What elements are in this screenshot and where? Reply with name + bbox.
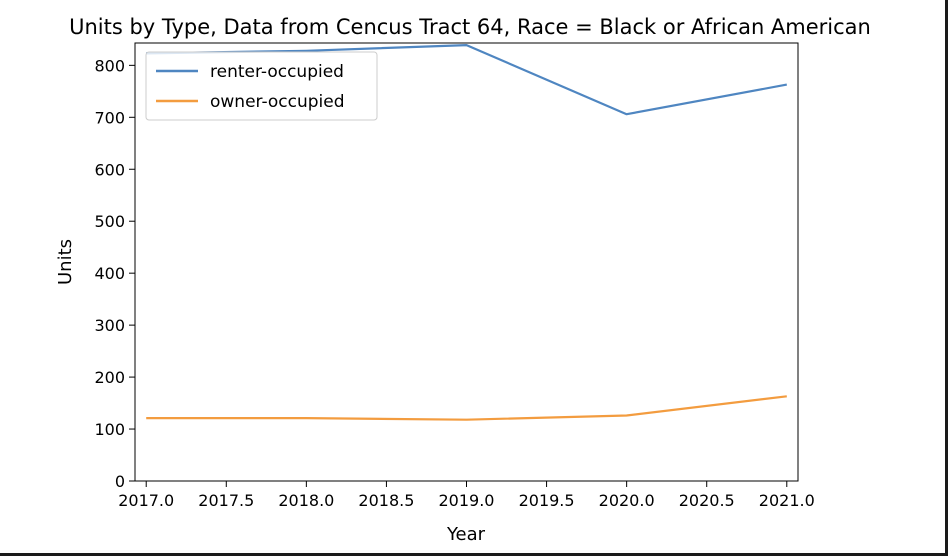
- x-tick-label: 2018.0: [278, 491, 334, 510]
- x-tick-label: 2021.0: [759, 491, 815, 510]
- x-axis-ticks: 2017.0 2017.5 2018.0 2018.5 2019.0 2019.5 2020…: [118, 481, 815, 510]
- x-tick-label: 2019.5: [519, 491, 575, 510]
- y-axis-ticks: 0 100 200 300 400 500 600 700 800: [94, 56, 135, 491]
- y-axis-label: Units: [55, 239, 76, 285]
- y-tick-label: 700: [94, 108, 125, 127]
- y-tick-label: 0: [115, 472, 125, 491]
- y-tick-label: 500: [94, 212, 125, 231]
- legend-label-owner-occupied: owner-occupied: [210, 92, 345, 112]
- y-tick-label: 400: [94, 264, 125, 283]
- x-tick-label: 2020.5: [679, 491, 735, 510]
- plot-area-frame: [134, 42, 799, 482]
- y-tick-label: 300: [94, 316, 125, 335]
- legend-box: [145, 51, 378, 121]
- x-tick-label: 2018.5: [358, 491, 414, 510]
- legend-label-renter-occupied: renter-occupied: [210, 62, 344, 82]
- x-tick-label: 2017.0: [118, 491, 174, 510]
- x-axis-label: Year: [446, 524, 486, 545]
- x-tick-label: 2017.5: [198, 491, 254, 510]
- chart-title: Units by Type, Data from Cencus Tract 64…: [69, 15, 871, 39]
- y-tick-label: 200: [94, 368, 125, 387]
- y-tick-label: 600: [94, 160, 125, 179]
- series-line-owner-occupied: [146, 395, 787, 421]
- x-tick-label: 2019.0: [439, 491, 495, 510]
- legend: renter-occupied owner-occupied: [145, 51, 378, 121]
- y-tick-label: 800: [94, 56, 125, 75]
- x-tick-label: 2020.0: [599, 491, 655, 510]
- y-tick-label: 100: [94, 420, 125, 439]
